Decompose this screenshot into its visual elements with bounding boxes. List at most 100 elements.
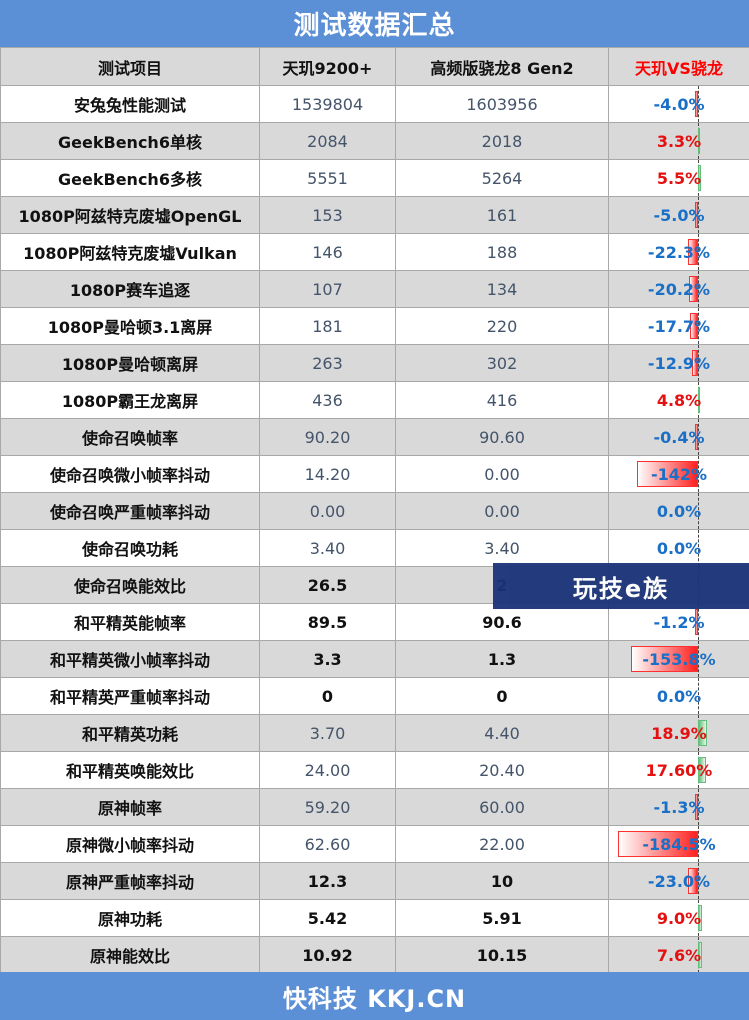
zero-axis-line <box>698 345 699 381</box>
table-row: 安兔兔性能测试 1539804 1603956 -4.0% <box>0 85 749 123</box>
table-row: 原神功耗 5.42 5.91 9.0% <box>0 899 749 937</box>
snapdragon-value: 4.40 <box>395 714 609 752</box>
comparison-cell: 4.8% <box>608 381 749 419</box>
data-bar <box>695 202 698 228</box>
comparison-cell: -1.2% <box>608 603 749 641</box>
dimensity-value: 436 <box>259 381 396 419</box>
test-item-name: 和平精英唤能效比 <box>0 751 260 789</box>
dimensity-value: 5551 <box>259 159 396 197</box>
comparison-value: -0.4% <box>653 427 705 447</box>
data-bar <box>689 276 698 302</box>
test-item-name: 和平精英严重帧率抖动 <box>0 677 260 715</box>
data-bar <box>698 165 701 191</box>
comparison-value: -153.8% <box>642 649 716 669</box>
data-bar <box>695 609 698 635</box>
test-item-name: 和平精英微小帧率抖动 <box>0 640 260 678</box>
data-bar <box>695 794 698 820</box>
test-item-name: 使命召唤帧率 <box>0 418 260 456</box>
snapdragon-value: 22.00 <box>395 825 609 863</box>
comparison-value: 9.0% <box>656 908 702 928</box>
comparison-cell: 9.0% <box>608 899 749 937</box>
snapdragon-value: 5.91 <box>395 899 609 937</box>
table-row: GeekBench6单核 2084 2018 3.3% <box>0 122 749 160</box>
zero-axis-line <box>698 789 699 825</box>
comparison-value: 0.0% <box>656 686 702 706</box>
data-bar <box>695 91 698 117</box>
comparison-value: 0.0% <box>656 501 702 521</box>
zero-axis-line <box>698 493 699 529</box>
table-row: 使命召唤严重帧率抖动 0.00 0.00 0.0% <box>0 492 749 530</box>
zero-axis-line <box>698 234 699 270</box>
data-bar <box>698 128 700 154</box>
data-bar <box>618 831 698 857</box>
snapdragon-value: 3.40 <box>395 529 609 567</box>
comparison-cell: 3.3% <box>608 122 749 160</box>
test-item-name: 原神帧率 <box>0 788 260 826</box>
table-row: 使命召唤微小帧率抖动 14.20 0.00 -142% <box>0 455 749 493</box>
comparison-cell: 0.0% <box>608 677 749 715</box>
snapdragon-value: 188 <box>395 233 609 271</box>
table-header-row: 测试项目 天玑9200+ 高频版骁龙8 Gen2 天玑VS骁龙 <box>0 47 749 86</box>
snapdragon-value: 10.15 <box>395 936 609 974</box>
test-item-name: 1080P霸王龙离屏 <box>0 381 260 419</box>
data-bar <box>698 905 703 931</box>
comparison-value: 7.6% <box>656 945 702 965</box>
dimensity-value: 14.20 <box>259 455 396 493</box>
dimensity-value: 5.42 <box>259 899 396 937</box>
table-row: 1080P赛车追逐 107 134 -20.2% <box>0 270 749 308</box>
snapdragon-value: 60.00 <box>395 788 609 826</box>
table-row: 原神微小帧率抖动 62.60 22.00 -184.5% <box>0 825 749 863</box>
test-item-name: GeekBench6单核 <box>0 122 260 160</box>
zero-axis-line <box>698 641 699 677</box>
test-item-name: 1080P曼哈顿3.1离屏 <box>0 307 260 345</box>
comparison-value: -1.3% <box>653 797 705 817</box>
data-bar <box>692 350 698 376</box>
table-row: 1080P阿兹特克废墟OpenGL 153 161 -5.0% <box>0 196 749 234</box>
test-item-name: 1080P赛车追逐 <box>0 270 260 308</box>
dimensity-value: 26.5 <box>259 566 396 604</box>
table-row: 和平精英能帧率 89.5 90.6 -1.2% <box>0 603 749 641</box>
header-test-item: 测试项目 <box>0 47 260 86</box>
zero-axis-line <box>698 271 699 307</box>
snapdragon-value: 0.00 <box>395 455 609 493</box>
zero-axis-line <box>698 456 699 492</box>
snapdragon-value: 161 <box>395 196 609 234</box>
data-bar <box>698 387 701 413</box>
table-row: 原神能效比 10.92 10.15 7.6% <box>0 936 749 974</box>
comparison-cell: -153.8% <box>608 640 749 678</box>
comparison-cell: -184.5% <box>608 825 749 863</box>
table-row: 使命召唤功耗 3.40 3.40 0.0% <box>0 529 749 567</box>
comparison-cell: 5.5% <box>608 159 749 197</box>
snapdragon-value: 20.40 <box>395 751 609 789</box>
comparison-cell: -20.2% <box>608 270 749 308</box>
data-bar <box>698 757 707 783</box>
test-item-name: 1080P阿兹特克废墟Vulkan <box>0 233 260 271</box>
table-row: 和平精英微小帧率抖动 3.3 1.3 -153.8% <box>0 640 749 678</box>
data-bar <box>695 424 698 450</box>
table-row: 使命召唤帧率 90.20 90.60 -0.4% <box>0 418 749 456</box>
test-item-name: 安兔兔性能测试 <box>0 85 260 123</box>
dimensity-value: 107 <box>259 270 396 308</box>
test-item-name: 使命召唤功耗 <box>0 529 260 567</box>
zero-axis-line <box>698 826 699 862</box>
table-row: 和平精英严重帧率抖动 0 0 0.0% <box>0 677 749 715</box>
comparison-cell: 18.9% <box>608 714 749 752</box>
table-row: 和平精英唤能效比 24.00 20.40 17.60% <box>0 751 749 789</box>
comparison-value: -17.7% <box>647 316 711 336</box>
data-bar <box>688 239 698 265</box>
comparison-value: 17.60% <box>645 760 713 780</box>
header-snapdragon: 高频版骁龙8 Gen2 <box>395 47 609 86</box>
table-row: 1080P阿兹特克废墟Vulkan 146 188 -22.3% <box>0 233 749 271</box>
snapdragon-value: 10 <box>395 862 609 900</box>
data-bar <box>698 720 707 746</box>
snapdragon-value: 1.3 <box>395 640 609 678</box>
dimensity-value: 0.00 <box>259 492 396 530</box>
dimensity-value: 181 <box>259 307 396 345</box>
dimensity-value: 153 <box>259 196 396 234</box>
comparison-cell: -17.7% <box>608 307 749 345</box>
test-item-name: 1080P曼哈顿离屏 <box>0 344 260 382</box>
zero-axis-line <box>698 530 699 566</box>
snapdragon-value: 5264 <box>395 159 609 197</box>
comparison-value: 18.9% <box>651 723 707 743</box>
